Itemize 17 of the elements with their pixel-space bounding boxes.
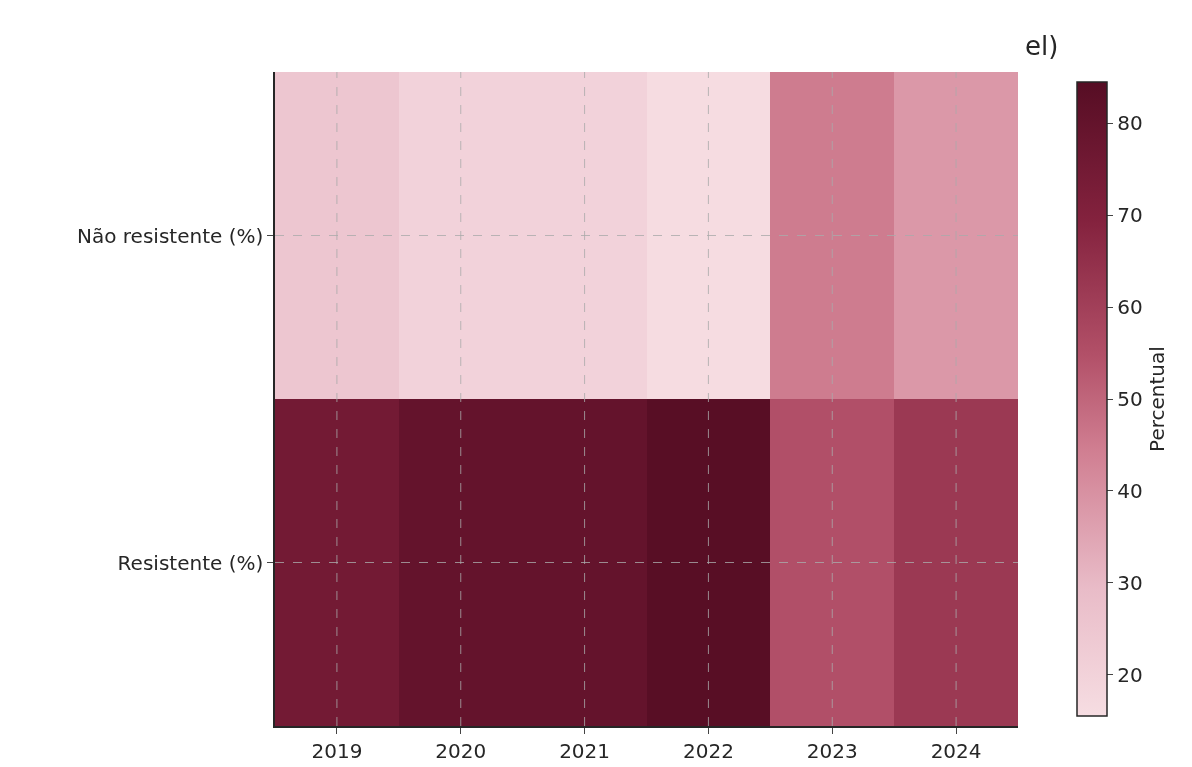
color-bar-label: 30 (1117, 570, 1143, 595)
x-tick-label: 2020 (435, 738, 487, 763)
color-bar-label: 80 (1117, 111, 1143, 136)
color-bar-label: 40 (1117, 478, 1143, 503)
color-bar-label: 70 (1117, 203, 1143, 228)
chart-title: el) (1025, 31, 1059, 62)
color-bar-label: 60 (1117, 295, 1143, 320)
x-tick-label: 2021 (559, 738, 611, 763)
y-tick-label: Resistente (%) (117, 550, 264, 575)
x-tick-label: 2024 (930, 738, 982, 763)
y-tick-label: Não resistente (%) (77, 223, 264, 248)
x-tick-label: 2019 (311, 738, 363, 763)
color-bar-label: 20 (1117, 662, 1143, 687)
x-tick-label: 2023 (806, 738, 858, 763)
color-bar-label: 50 (1117, 387, 1143, 411)
color-bar-title: Percentual (1144, 346, 1169, 452)
x-tick-label: 2022 (682, 738, 734, 763)
